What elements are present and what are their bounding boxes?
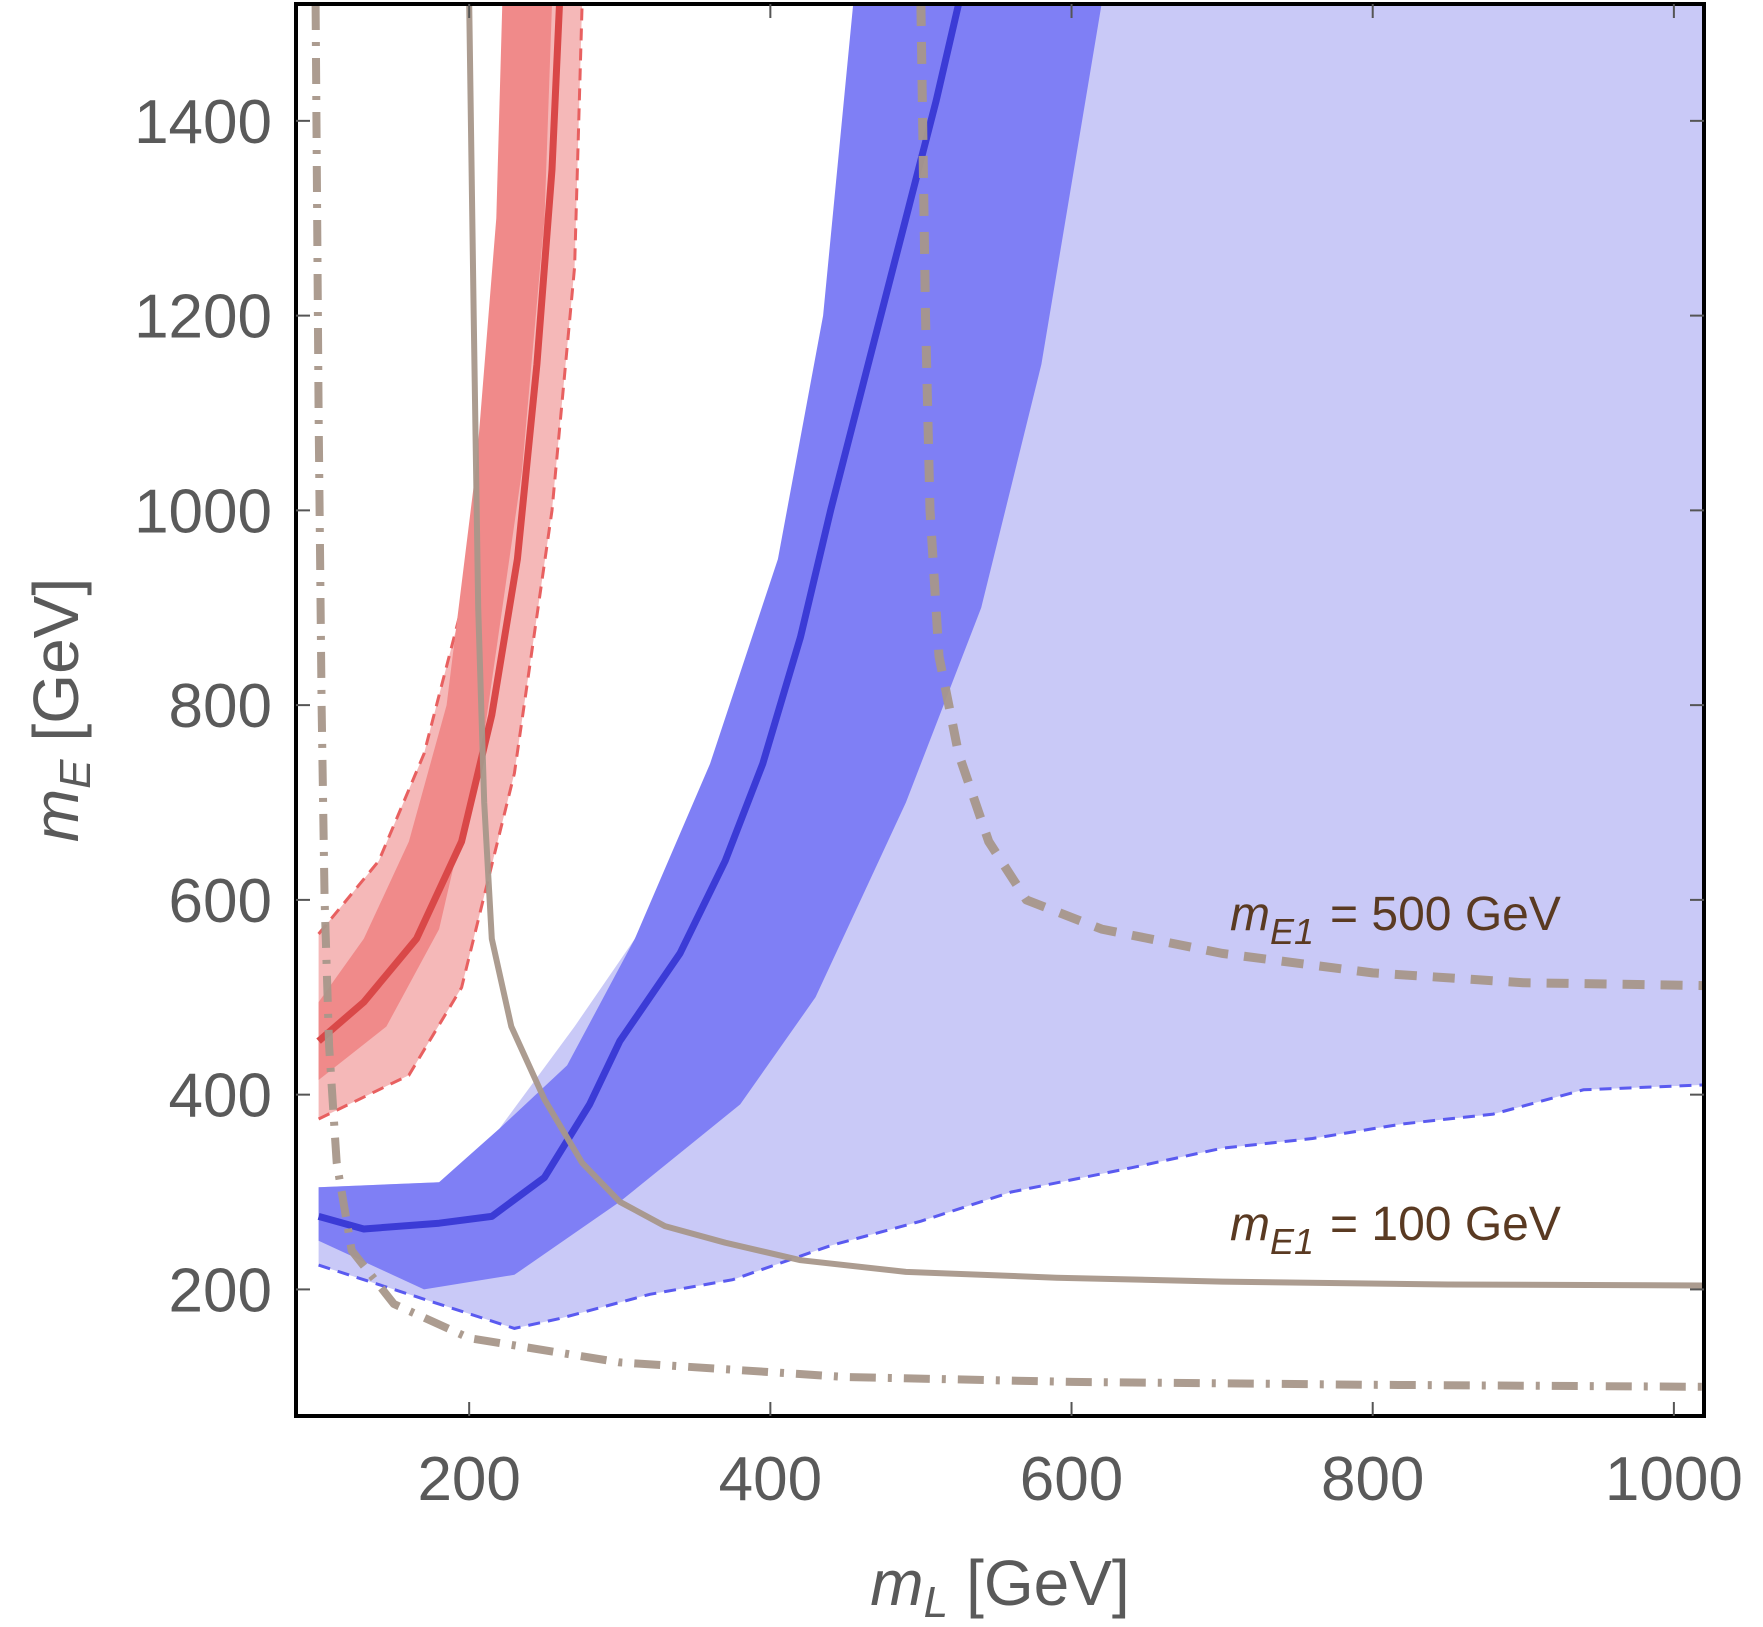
y-tick-label-800: 800	[169, 672, 272, 741]
y-axis-symbol: m	[20, 789, 92, 842]
red-band-2sigma-lower-edge	[317, 4, 584, 1121]
x-tick-label-400: 400	[719, 1445, 822, 1514]
blue-band-light-lower-edge	[318, 1083, 1704, 1330]
x-axis-symbol: m	[870, 1547, 923, 1619]
annotation-contour-500: mE1 = 500 GeV	[1230, 888, 1561, 952]
annotation-200-text: = 100 GeV	[1330, 1198, 1561, 1251]
y-axis-subscript: E	[51, 759, 100, 789]
x-tick-label-200: 200	[417, 1445, 520, 1514]
y-axis-label: mE [GeV]	[20, 578, 100, 842]
plot-frame	[294, 2, 1706, 1418]
series-red-central	[316, 4, 563, 1044]
annotation-contour-200: mE1 = 100 GeV	[1230, 1198, 1561, 1262]
x-tick-label-1000: 1000	[1605, 1445, 1743, 1514]
annotation-500-symbol: m	[1230, 888, 1270, 941]
y-tick-label-1200: 1200	[134, 283, 272, 352]
y-tick-label-400: 400	[169, 1062, 272, 1131]
x-tick-label-800: 800	[1321, 1445, 1424, 1514]
annotation-200-symbol: m	[1230, 1198, 1270, 1251]
series-blue-central	[317, 4, 963, 1233]
y-tick-label-1000: 1000	[134, 477, 272, 546]
annotation-500-text: = 500 GeV	[1330, 888, 1561, 941]
y-axis-unit: [GeV]	[20, 578, 92, 742]
annotation-200-subscript: E1	[1270, 1221, 1314, 1262]
y-tick-label-600: 600	[169, 867, 272, 936]
x-axis-unit: [GeV]	[966, 1547, 1130, 1619]
series-contour-200	[466, 4, 1704, 1289]
axis-ticks: 200 400 600 800 1000 200 400 600 800 1000 1200 1400	[134, 4, 1743, 1514]
series-contour-500	[916, 4, 1704, 991]
annotation-500-subscript: E1	[1270, 911, 1314, 952]
x-tick-label-600: 600	[1020, 1445, 1123, 1514]
x-axis-subscript: L	[924, 1578, 948, 1627]
red-band-1sigma	[318, 4, 552, 1080]
series-contour-100	[311, 4, 1704, 1391]
y-tick-label-200: 200	[169, 1256, 272, 1325]
x-axis-label: mL [GeV]	[870, 1547, 1129, 1627]
plot-area	[311, 4, 1704, 1391]
blue-band-dark	[318, 4, 1102, 1290]
y-tick-label-1400: 1400	[134, 88, 272, 157]
